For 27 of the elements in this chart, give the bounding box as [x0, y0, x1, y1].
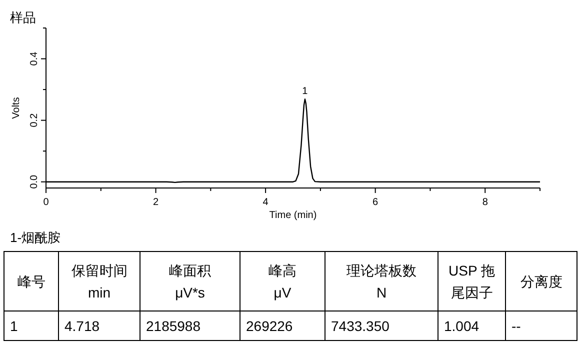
- text: 峰面积 μV*s: [169, 262, 211, 300]
- text: 峰高 μV: [268, 262, 296, 300]
- text: 理论塔板数 N: [346, 262, 416, 300]
- y-tick-label: 0.4: [29, 51, 40, 66]
- text: USP 拖尾因子: [448, 262, 495, 300]
- y-tick-label: 0.0: [29, 174, 40, 189]
- text: 4.718: [64, 318, 100, 334]
- text: 7433.350: [331, 318, 390, 334]
- y-tick-label: 0.2: [29, 112, 40, 128]
- x-tick-label: 8: [482, 197, 488, 208]
- text: 保留时间 min: [71, 262, 128, 300]
- x-axis-title: Time (min): [269, 210, 317, 221]
- text: 峰号: [17, 273, 46, 290]
- text: 269226: [246, 318, 293, 334]
- chart-title: 样品: [10, 10, 36, 25]
- x-tick-label: 4: [262, 197, 269, 208]
- text: 分离度: [520, 273, 562, 290]
- x-tick-label: 6: [372, 197, 379, 208]
- text: 1: [10, 318, 18, 334]
- text: 2185988: [146, 318, 201, 334]
- x-tick-label: 0: [43, 197, 50, 208]
- x-tick-label: 2: [152, 197, 159, 208]
- annotation: 1: [302, 86, 308, 98]
- text: --: [512, 318, 522, 334]
- text: 1-烟酰胺: [10, 230, 61, 245]
- y-axis-title: Volts: [11, 97, 22, 119]
- text: 1.004: [444, 318, 480, 334]
